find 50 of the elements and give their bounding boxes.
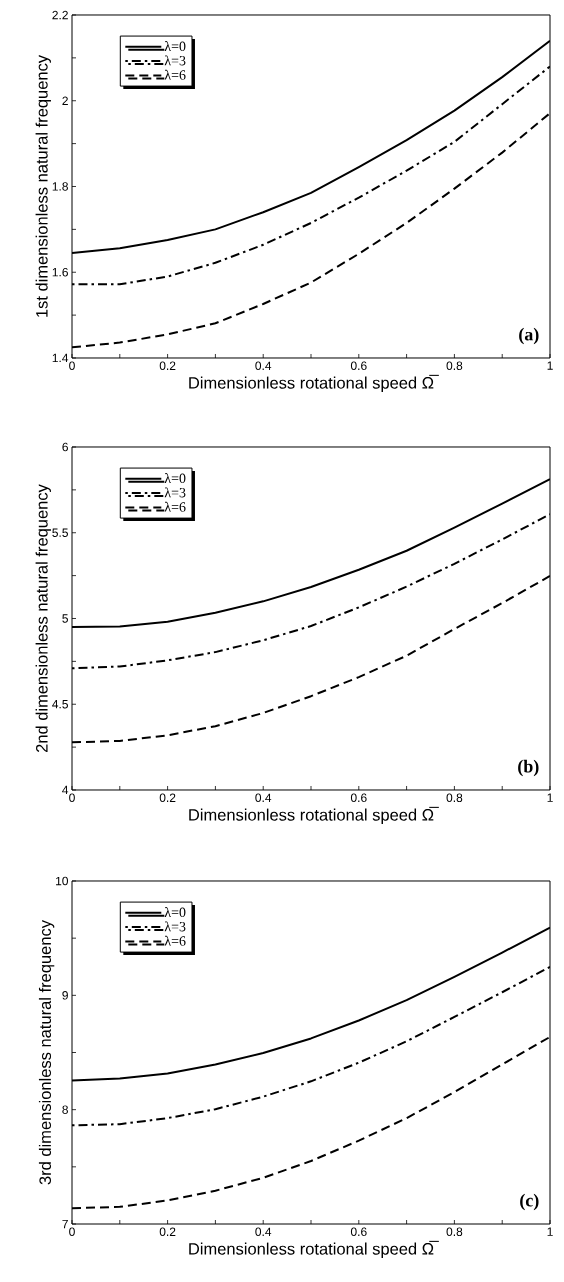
x-tick-label: 0 [69, 793, 75, 803]
x-tick-label: 0.4 [255, 793, 272, 803]
y-tick-label: 7 [62, 1219, 68, 1229]
x-tick-label: 0.6 [350, 1227, 367, 1237]
x-axis-title: Dimensionless rotational speed Ω̅ [189, 1240, 439, 1258]
x-tick-label: 0.6 [350, 361, 367, 371]
x-axis-title: Dimensionless rotational speed Ω̅ [189, 806, 439, 824]
legend-label: λ=6 [164, 501, 186, 512]
x-tick-label: 0.8 [446, 1227, 463, 1237]
annotation: (b) [518, 759, 539, 777]
annotation: (c) [520, 1193, 539, 1211]
y-axis-title: 3rd dimensionless natural frequency [38, 920, 55, 1185]
x-tick-label: 0.4 [255, 361, 272, 371]
legend-label: λ=3 [164, 55, 186, 66]
x-tick-label: 0.8 [446, 793, 463, 803]
legend-label: λ=3 [164, 487, 186, 498]
x-tick-label: 0.2 [159, 361, 176, 371]
x-tick-label: 1 [547, 361, 553, 370]
y-tick-label: 10 [56, 876, 69, 886]
x-tick-label: 1 [547, 793, 553, 802]
y-tick-label: 4 [62, 785, 69, 795]
y-tick-label: 9 [62, 991, 68, 1000]
y-tick-label: 2.2 [52, 10, 68, 20]
y-axis-title: 2nd dimensionless natural frequency [35, 484, 51, 753]
annotation: (a) [519, 327, 539, 345]
legend-label: λ=0 [164, 907, 186, 918]
x-tick-label: 0.2 [159, 1227, 176, 1237]
y-tick-label: 8 [62, 1105, 68, 1114]
y-tick-label: 1.6 [52, 268, 68, 277]
y-tick-label: 5 [62, 614, 68, 623]
x-tick-label: 0.4 [255, 1227, 272, 1237]
y-tick-label: 1.4 [52, 353, 69, 363]
legend-label: λ=6 [164, 935, 186, 946]
legend-label: λ=3 [164, 921, 186, 932]
y-axis-title: 1st dimensionless natural frequency [35, 54, 51, 317]
x-tick-label: 0 [69, 361, 75, 371]
x-tick-label: 0 [69, 1227, 75, 1237]
legend-label: λ=6 [164, 69, 186, 80]
legend-label: λ=0 [164, 41, 186, 52]
x-tick-label: 0.2 [159, 793, 176, 803]
x-tick-label: 1 [547, 1227, 553, 1236]
y-tick-label: 4.5 [52, 700, 68, 709]
y-tick-label: 5.5 [52, 528, 68, 537]
y-tick-label: 2 [62, 96, 68, 105]
y-tick-label: 6 [62, 442, 68, 452]
x-axis-title: Dimensionless rotational speed Ω̅ [189, 374, 439, 392]
x-tick-label: 0.6 [350, 793, 367, 803]
legend-label: λ=0 [164, 473, 186, 484]
y-tick-label: 1.8 [52, 182, 68, 191]
x-tick-label: 0.8 [446, 361, 463, 371]
